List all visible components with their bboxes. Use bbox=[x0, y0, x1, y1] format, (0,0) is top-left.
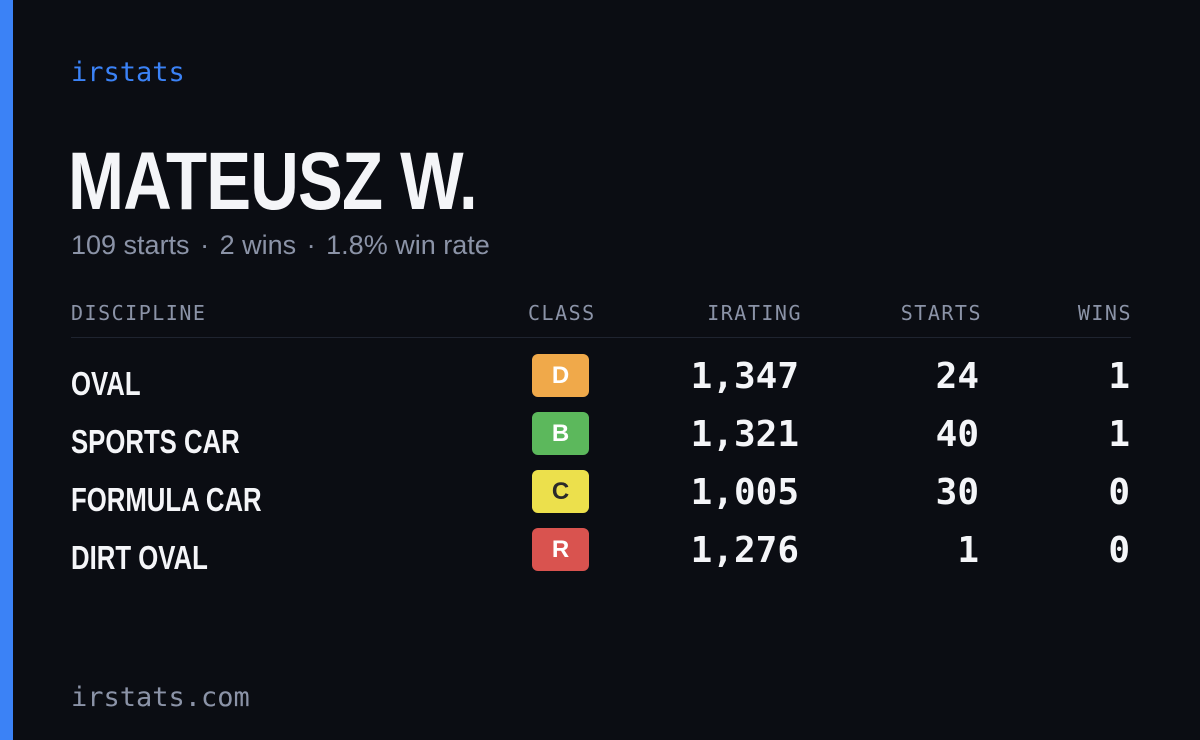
wins-value: 1 bbox=[1108, 414, 1130, 455]
header-divider bbox=[71, 337, 1131, 338]
table-row: DIRT OVAL R 1,276 1 0 bbox=[0, 526, 1200, 584]
table-row: FORMULA CAR C 1,005 30 0 bbox=[0, 468, 1200, 526]
wins-value: 1 bbox=[1108, 356, 1130, 397]
class-badge: D bbox=[532, 354, 589, 397]
starts-value: 1 bbox=[957, 530, 979, 571]
accent-bar bbox=[0, 0, 13, 740]
irating-value: 1,276 bbox=[690, 530, 799, 571]
column-header-starts: STARTS bbox=[900, 301, 982, 325]
class-badge: B bbox=[532, 412, 589, 455]
wins-value: 0 bbox=[1108, 472, 1130, 513]
table-row: SPORTS CAR B 1,321 40 1 bbox=[0, 410, 1200, 468]
starts-value: 24 bbox=[935, 356, 979, 397]
class-badge: R bbox=[532, 528, 589, 571]
discipline-name: OVAL bbox=[71, 365, 141, 402]
summary-starts: 109 starts bbox=[71, 230, 190, 260]
column-header-wins: WINS bbox=[1077, 301, 1132, 325]
summary-wins: 2 wins bbox=[219, 230, 297, 260]
discipline-table: OVAL D 1,347 24 1 SPORTS CAR B 1,321 40 … bbox=[0, 352, 1200, 584]
summary-separator: · bbox=[306, 230, 316, 260]
table-row: OVAL D 1,347 24 1 bbox=[0, 352, 1200, 410]
player-name: MATEUSZ W. bbox=[68, 136, 478, 227]
class-badge: C bbox=[532, 470, 589, 513]
irating-value: 1,005 bbox=[690, 472, 799, 513]
brand-logo-text: irstats bbox=[71, 57, 185, 88]
discipline-name: DIRT OVAL bbox=[71, 539, 208, 576]
footer-site-url: irstats.com bbox=[71, 682, 250, 713]
discipline-name: SPORTS CAR bbox=[71, 423, 240, 460]
summary-win-rate: 1.8% win rate bbox=[326, 230, 490, 260]
irating-value: 1,321 bbox=[690, 414, 799, 455]
starts-value: 40 bbox=[935, 414, 979, 455]
summary-separator: · bbox=[200, 230, 210, 260]
starts-value: 30 bbox=[935, 472, 979, 513]
column-header-class: CLASS bbox=[528, 301, 596, 325]
column-header-irating: IRATING bbox=[707, 301, 802, 325]
wins-value: 0 bbox=[1108, 530, 1130, 571]
column-header-discipline: DISCIPLINE bbox=[71, 301, 207, 325]
player-summary: 109 starts · 2 wins · 1.8% win rate bbox=[71, 228, 490, 262]
irating-value: 1,347 bbox=[690, 356, 799, 397]
discipline-name: FORMULA CAR bbox=[71, 481, 262, 518]
